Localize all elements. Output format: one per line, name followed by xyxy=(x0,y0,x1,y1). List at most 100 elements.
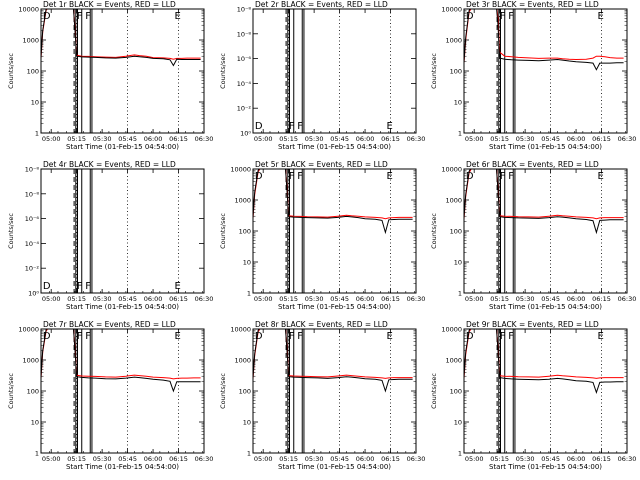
panel-title: Det 1r BLACK = Events, RED = LLD xyxy=(43,0,176,9)
x-tick-label: 06:15 xyxy=(169,455,188,463)
event-marker-f: F xyxy=(289,331,295,342)
x-tick-label: 06:15 xyxy=(592,295,611,303)
y-axis-label: Counts/sec xyxy=(219,373,227,409)
y-tick-label: 1000 xyxy=(234,357,251,365)
panel-title: Det 5r BLACK = Events, RED = LLD xyxy=(255,160,388,169)
y-tick-label: 1000 xyxy=(22,357,39,365)
plot-frame xyxy=(463,168,628,294)
event-marker-e: E xyxy=(174,331,180,342)
y-tick-label: 1 xyxy=(35,450,39,458)
event-marker-f: F xyxy=(500,171,506,182)
x-tick-label: 06:30 xyxy=(618,455,637,463)
series-line-lld xyxy=(464,169,624,220)
series-line-events xyxy=(253,329,413,393)
x-tick-label: 06:15 xyxy=(592,455,611,463)
x-tick-label: 06:30 xyxy=(618,135,637,143)
panel-title: Det 3r BLACK = Events, RED = LLD xyxy=(466,0,599,9)
panel-title: Det 4r BLACK = Events, RED = LLD xyxy=(43,160,176,169)
x-axis-label: Start Time (01-Feb-15 04:54:00) xyxy=(278,143,391,151)
y-tick-label: 1000 xyxy=(445,357,462,365)
x-tick-label: 06:00 xyxy=(567,135,586,143)
x-tick-label: 05:30 xyxy=(305,455,324,463)
event-marker-f: F xyxy=(85,11,91,22)
event-marker-e: E xyxy=(386,171,392,182)
x-tick-label: 06:30 xyxy=(407,135,426,143)
y-axis-label: Counts/sec xyxy=(430,373,438,409)
y-tick-label: 10⁻⁸ xyxy=(25,166,40,174)
y-tick-label: 1 xyxy=(35,130,39,138)
series-line-lld xyxy=(41,329,201,380)
y-axis-label: Counts/sec xyxy=(219,213,227,249)
x-tick-label: 05:00 xyxy=(42,295,61,303)
x-tick-label: 05:15 xyxy=(279,135,298,143)
panel-title: Det 9r BLACK = Events, RED = LLD xyxy=(466,320,599,329)
y-tick-label: 10 xyxy=(31,99,39,107)
x-axis-label: Start Time (01-Feb-15 04:54:00) xyxy=(66,143,179,151)
panel-title: Det 6r BLACK = Events, RED = LLD xyxy=(466,160,599,169)
plot-frame xyxy=(463,328,628,454)
event-marker-f: F xyxy=(77,331,83,342)
y-tick-label: 10 xyxy=(454,259,462,267)
y-tick-label: 10000 xyxy=(441,6,462,14)
y-tick-label: 10 xyxy=(243,419,251,427)
event-marker-f: F xyxy=(85,281,91,292)
detector-panel-2: 05:00 05:15 05:30 05:45 06:00 06:15 06:30 10⁰ 10… xyxy=(219,0,425,151)
x-tick-label: 05:15 xyxy=(67,455,86,463)
x-tick-label: 06:15 xyxy=(169,135,188,143)
y-tick-label: 10000 xyxy=(441,326,462,334)
y-tick-label: 10⁻⁶ xyxy=(25,215,40,223)
series-line-events xyxy=(253,169,413,235)
y-axis-label: Counts/sec xyxy=(430,53,438,89)
x-axis-label: Start Time (01-Feb-15 04:54:00) xyxy=(66,463,179,471)
x-tick-label: 05:15 xyxy=(279,295,298,303)
x-tick-label: 05:15 xyxy=(279,455,298,463)
x-tick-label: 06:15 xyxy=(169,295,188,303)
y-tick-label: 1000 xyxy=(445,197,462,205)
x-tick-label: 05:30 xyxy=(93,455,112,463)
x-tick-label: 05:00 xyxy=(465,295,484,303)
y-tick-label: 1 xyxy=(458,290,462,298)
y-tick-label: 10⁻⁸ xyxy=(237,6,252,14)
y-tick-label: 1 xyxy=(247,290,251,298)
detector-panel-1: 05:00 05:15 05:30 05:45 06:00 06:15 06:30 1 10 10… xyxy=(7,0,213,151)
event-marker-d: D xyxy=(255,331,263,342)
event-marker-f: F xyxy=(85,331,91,342)
x-axis-label: Start Time (01-Feb-15 04:54:00) xyxy=(66,303,179,311)
event-marker-d: D xyxy=(466,331,474,342)
y-tick-label: 10⁻⁶ xyxy=(237,55,252,63)
x-tick-label: 06:15 xyxy=(381,455,400,463)
y-tick-label: 10⁻⁴ xyxy=(25,240,40,248)
plot-frame xyxy=(40,8,205,134)
event-marker-f: F xyxy=(500,11,506,22)
x-tick-label: 06:30 xyxy=(407,455,426,463)
y-tick-label: 10⁰ xyxy=(28,290,39,298)
detector-panel-5: 05:00 05:15 05:30 05:45 06:00 06:15 06:30 1 10 10… xyxy=(219,160,425,311)
x-tick-label: 05:45 xyxy=(541,455,560,463)
y-tick-label: 10 xyxy=(31,419,39,427)
y-axis-label: Counts/sec xyxy=(430,213,438,249)
event-marker-f: F xyxy=(297,121,303,132)
y-tick-label: 100 xyxy=(450,388,462,396)
y-tick-label: 100 xyxy=(450,228,462,236)
x-tick-label: 05:30 xyxy=(516,135,535,143)
y-tick-label: 10 xyxy=(454,99,462,107)
x-axis-label: Start Time (01-Feb-15 04:54:00) xyxy=(278,463,391,471)
event-marker-e: E xyxy=(174,281,180,292)
event-marker-e: E xyxy=(597,11,603,22)
y-tick-label: 100 xyxy=(239,388,251,396)
x-tick-label: 06:15 xyxy=(381,135,400,143)
event-marker-f: F xyxy=(508,11,514,22)
event-marker-f: F xyxy=(77,281,83,292)
x-tick-label: 05:45 xyxy=(118,135,137,143)
y-axis-label: Counts/sec xyxy=(219,53,227,89)
event-marker-f: F xyxy=(289,171,295,182)
y-tick-label: 100 xyxy=(450,68,462,76)
event-marker-f: F xyxy=(500,331,506,342)
x-axis-label: Start Time (01-Feb-15 04:54:00) xyxy=(489,143,602,151)
x-tick-label: 05:00 xyxy=(465,135,484,143)
x-tick-label: 05:00 xyxy=(254,295,273,303)
event-marker-d: D xyxy=(255,121,263,132)
plot-frame xyxy=(40,168,205,294)
series-line-events xyxy=(464,9,624,71)
x-tick-label: 05:30 xyxy=(516,295,535,303)
